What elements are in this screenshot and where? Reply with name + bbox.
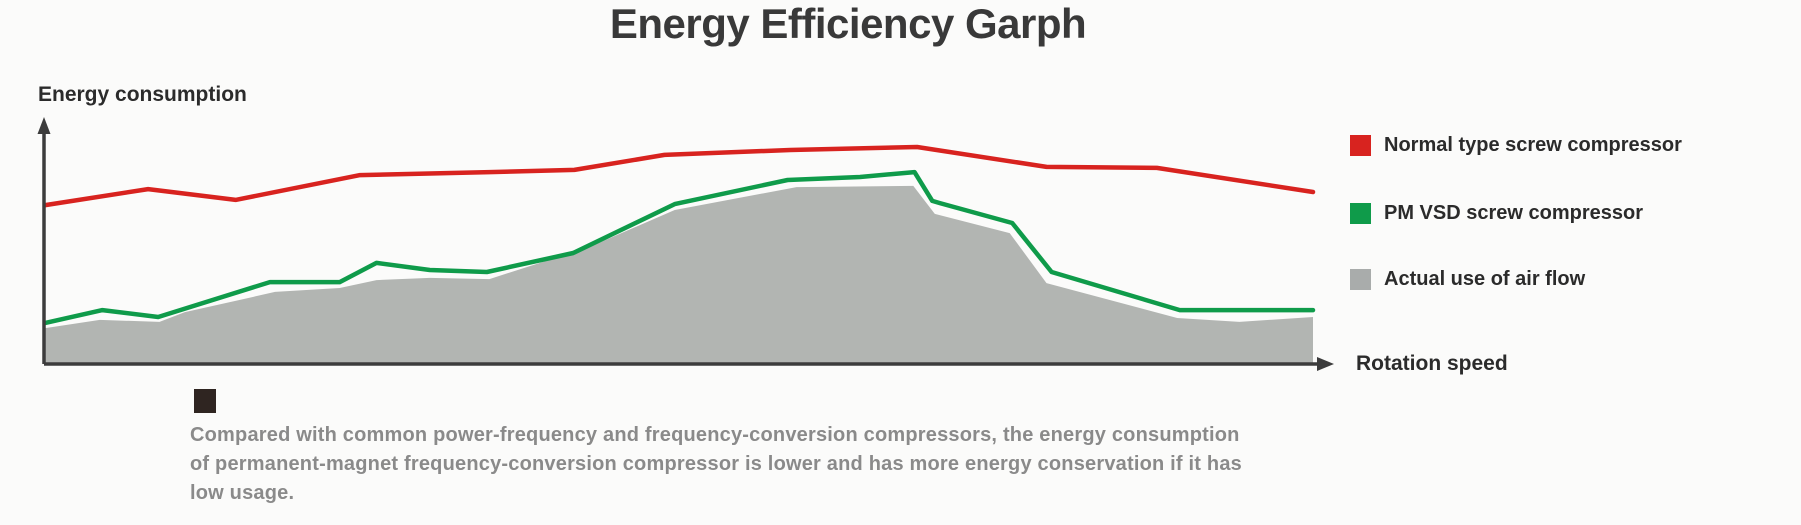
legend-item-actual-air-flow: Actual use of air flow: [1350, 268, 1585, 291]
series-line: [43, 144, 1316, 208]
footnote-line-1: Compared with common power-frequency and…: [190, 424, 1240, 446]
footnote-text: Compared with common power-frequency and…: [190, 421, 1242, 508]
chart-title: Energy Efficiency Garph: [609, 0, 1087, 47]
red-square-swatch-icon: [1350, 135, 1371, 156]
y-axis-arrow-icon: [37, 117, 51, 134]
x-axis-label: Rotation speed: [1356, 352, 1508, 375]
legend-item-pm-vsd-compressor: PM VSD screw compressor: [1350, 202, 1643, 225]
legend-label-normal-compressor: Normal type screw compressor: [1384, 134, 1682, 156]
x-axis-arrow-icon: [1317, 357, 1334, 371]
gray-square-swatch-icon: [1350, 269, 1371, 290]
legend-item-normal-compressor: Normal type screw compressor: [1350, 134, 1682, 157]
y-axis-label: Energy consumption: [38, 83, 247, 106]
series-area-actual-air-flow: [45, 185, 1313, 363]
green-square-swatch-icon: [1350, 203, 1371, 224]
footnote-line-3: low usage.: [190, 482, 295, 504]
legend-label-actual-air-flow: Actual use of air flow: [1384, 268, 1586, 290]
legend-label-pm-vsd-compressor: PM VSD screw compressor: [1384, 202, 1643, 224]
series-line: [43, 169, 1316, 326]
note-bullet-square-icon: [194, 389, 216, 413]
footnote-line-2: of permanent-magnet frequency-conversion…: [190, 453, 1242, 475]
